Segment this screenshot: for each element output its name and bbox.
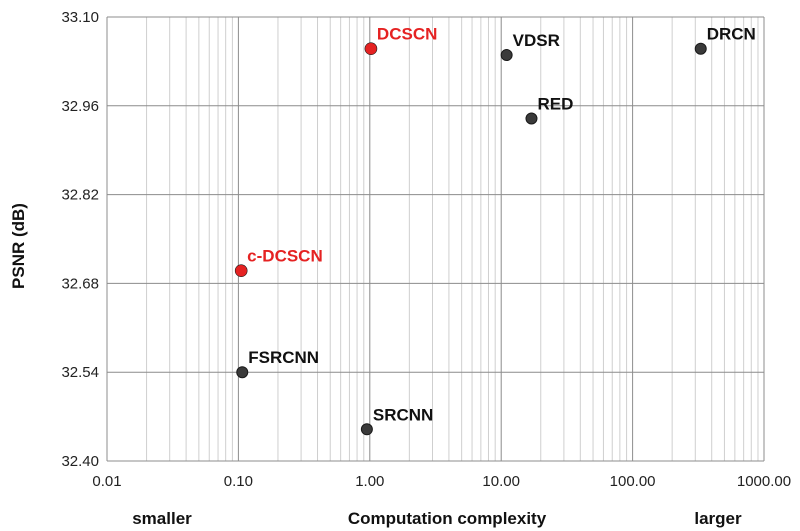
data-label-red: RED xyxy=(537,94,573,113)
data-point-red xyxy=(525,112,538,125)
y-tick-label: 32.40 xyxy=(61,453,99,470)
y-tick-labels: 32.40 32.54 32.68 32.82 32.96 33.10 xyxy=(61,9,99,470)
data-label-srcnn: SRCNN xyxy=(373,405,433,424)
data-point-c-dcscn xyxy=(234,264,248,278)
data-label-c-dcscn: c-DCSCN xyxy=(247,247,323,266)
x-axis-smaller-label: smaller xyxy=(132,509,192,528)
x-tick-label: 1.00 xyxy=(355,473,384,490)
data-point-drcn xyxy=(694,42,707,55)
x-tick-label: 0.10 xyxy=(224,473,253,490)
data-point-fsrcnn xyxy=(236,366,249,379)
grid xyxy=(106,16,765,462)
x-tick-label: 100.00 xyxy=(610,473,656,490)
y-tick-label: 32.68 xyxy=(61,275,99,292)
x-tick-label: 0.01 xyxy=(92,473,121,490)
x-axis-larger-label: larger xyxy=(694,509,742,528)
y-tick-label: 33.10 xyxy=(61,9,99,26)
x-tick-label: 10.00 xyxy=(482,473,520,490)
data-label-vdsr: VDSR xyxy=(513,31,560,50)
data-point-vdsr xyxy=(500,49,513,62)
data-point-srcnn xyxy=(360,423,373,436)
data-point-dcscn xyxy=(364,42,378,56)
y-tick-label: 32.82 xyxy=(61,187,99,204)
data-label-dcscn: DCSCN xyxy=(377,25,437,44)
data-label-fsrcnn: FSRCNN xyxy=(248,348,319,367)
x-tick-label: 1000.00 xyxy=(737,473,791,490)
y-axis-title: PSNR (dB) xyxy=(9,203,28,289)
y-tick-label: 32.96 xyxy=(61,98,99,115)
data-label-drcn: DRCN xyxy=(707,25,756,44)
data-points: DCSCN c-DCSCN VDSR DRCN RED FSRCNN SRCNN xyxy=(234,25,756,436)
x-axis-title: Computation complexity xyxy=(348,509,547,528)
x-tick-labels: 0.01 0.10 1.00 10.00 100.00 1000.00 xyxy=(92,473,791,490)
y-tick-label: 32.54 xyxy=(61,364,99,381)
